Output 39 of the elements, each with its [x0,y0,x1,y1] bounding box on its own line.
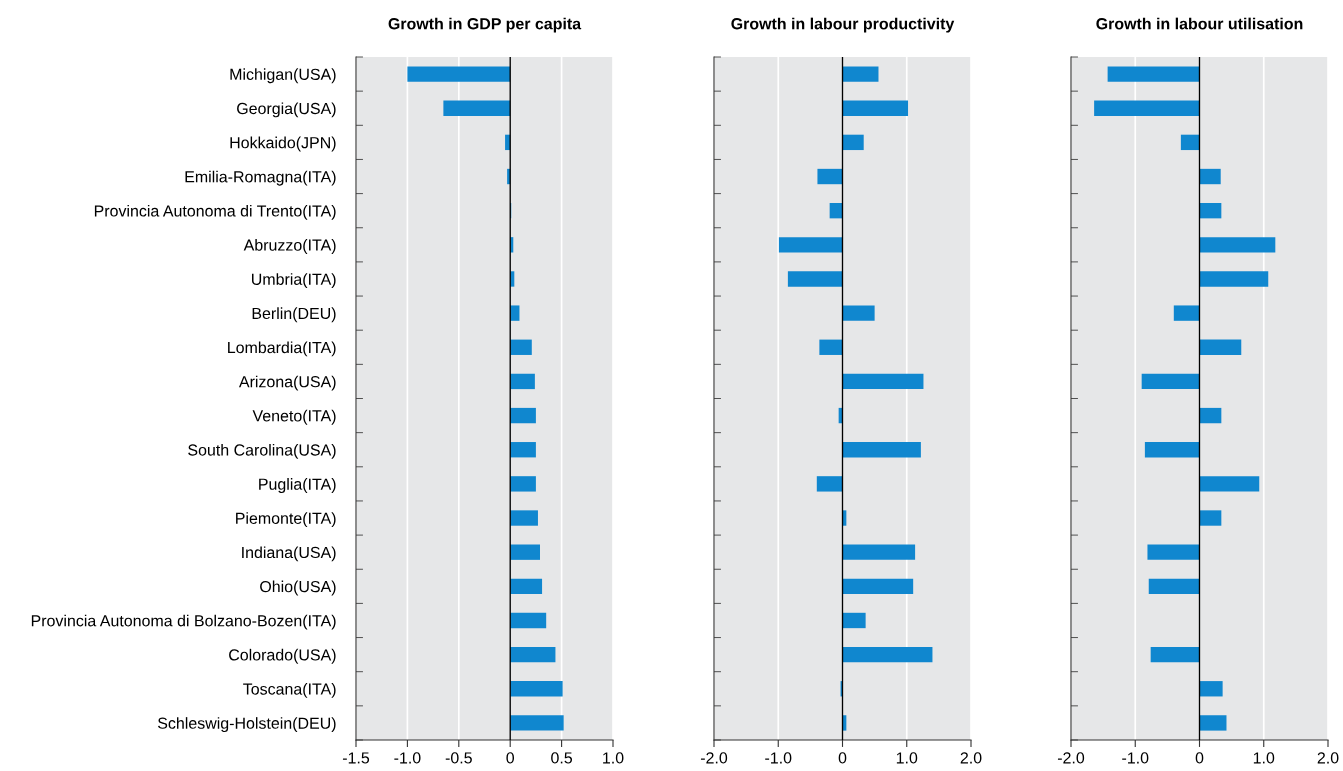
x-tick-label: -2.0 [700,752,728,764]
x-tick-label: -2.0 [1057,752,1085,764]
x-tick-label: -1.0 [394,752,421,764]
y-tick-label: Schleswig-Holstein(DEU) [158,717,336,733]
y-tick-label: Abruzzo(ITA) [243,239,336,254]
x-tick-label: 1.0 [603,752,624,764]
x-tick-label: 0 [506,752,515,764]
x-tick-label: 2.0 [1317,752,1339,764]
y-tick-label: Georgia(USA) [237,102,336,118]
x-tick-label: -1.0 [765,752,792,764]
chart-title: Growth in labour utilisation [1096,17,1303,30]
y-tick-label: Michigan(USA) [230,68,336,84]
x-tick-label: 0.5 [551,752,573,764]
y-tick-label: South Carolina(USA) [188,443,336,459]
y-tick-label: Umbria(ITA) [252,273,336,289]
chart-title: Growth in GDP per capita [388,17,582,33]
y-tick-label: Veneto(ITA) [252,409,336,425]
y-tick-label: Hokkaido(JPN) [230,136,336,152]
chart-title: Growth in labour productivity [731,17,955,33]
y-tick-label: Emilia-Romagna(ITA) [185,170,336,186]
x-tick-label: 0 [838,752,847,764]
y-tick-label: Piemonte(ITA) [236,512,336,528]
y-tick-label: Provincia Autonoma di Trento(ITA) [94,204,336,220]
y-tick-label: Indiana(USA) [242,546,336,562]
y-tick-label: Puglia(ITA) [259,478,336,493]
x-tick-label: 1.0 [1253,752,1275,764]
x-tick-label: -1.5 [342,752,370,764]
y-tick-label: Lombardia(ITA) [228,341,336,357]
y-tick-label: Toscana(ITA) [243,682,336,698]
y-tick-label: Colorado(USA) [229,648,336,664]
x-tick-label: 0 [1195,752,1204,764]
y-tick-label: Provincia Autonoma di Bolzano-Bozen(ITA) [31,614,336,630]
x-tick-label: 2.0 [960,752,982,764]
x-tick-label: -0.5 [445,752,472,764]
y-tick-label: Ohio(USA) [260,580,336,596]
x-tick-label: 1.0 [896,752,918,764]
y-tick-label: Berlin(DEU) [252,307,336,323]
y-tick-label: Arizona(USA) [238,375,336,391]
x-tick-label: -1.0 [1122,752,1149,764]
